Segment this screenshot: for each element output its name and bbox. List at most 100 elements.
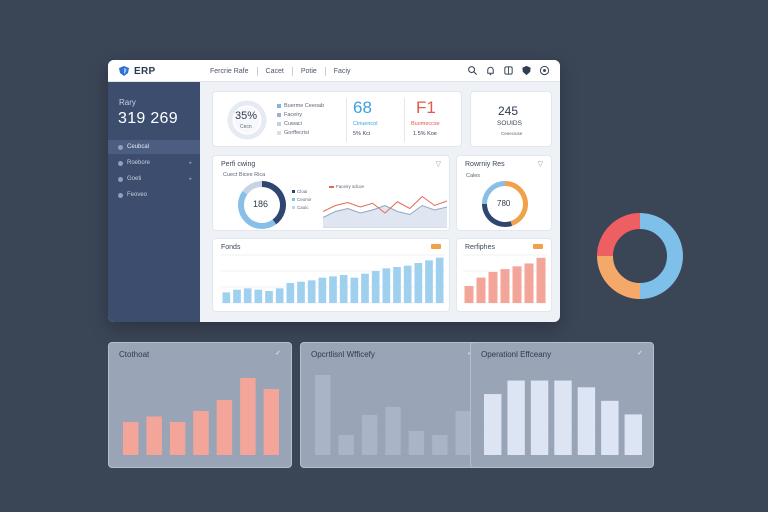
panel-bar	[577, 387, 596, 455]
bottom-panel-1: Ctothoat ✓	[108, 342, 292, 468]
legend-label: Cloai	[297, 188, 308, 194]
chevron-down-icon[interactable]: ✓	[275, 350, 281, 357]
stat-label-2: Buomeccse	[411, 121, 440, 127]
funnel-card: Rowrniy Res ▽ Cales 780	[456, 155, 552, 231]
nav-item-2[interactable]: Cacet	[256, 67, 292, 76]
trend-bar	[339, 275, 348, 303]
line-series-gray	[323, 204, 447, 218]
legend-swatch	[277, 130, 281, 135]
trends-card: Fonds	[212, 238, 450, 312]
sidebar-item-3[interactable]: Goeti ▸	[108, 172, 200, 186]
nav-item-1[interactable]: Fercrie Rafe	[210, 68, 249, 75]
nav-item-4[interactable]: Faciy	[324, 67, 359, 76]
nav-item-3[interactable]: Potie	[291, 67, 325, 76]
logo[interactable]: ERP	[118, 65, 155, 77]
sidebar-item-2[interactable]: Roebore ▸	[108, 156, 200, 170]
donut-legend: Cloai Ceomir Caoic	[292, 187, 312, 211]
kpi-legend: Buerme Ceeoab Faceiry Cuwaci Gorffecrisi	[277, 101, 324, 137]
panel-bar	[530, 380, 549, 455]
panel-bar	[408, 431, 425, 455]
sidebar-item-1[interactable]: Ceubcal	[108, 140, 200, 154]
line-legend: Faceiry sdcoe	[329, 184, 364, 189]
line-series-red	[323, 195, 447, 214]
search-icon[interactable]	[467, 65, 478, 76]
funnel-donut	[482, 181, 528, 227]
legend-label: Faceiry sdcoe	[336, 184, 365, 189]
card-title: Fonds	[221, 244, 241, 251]
pipeline-bar	[500, 269, 510, 303]
legend-item: Gorffecrisi	[277, 128, 324, 137]
caret-icon: ▸	[189, 160, 192, 166]
bottom-panel-3: Operationl Effceany ✓	[470, 342, 654, 468]
bookmark-icon[interactable]	[503, 65, 514, 76]
sidebar-total: 319 269	[118, 110, 178, 127]
pipeline-bar	[524, 263, 534, 303]
card-title: Perfi cwing	[221, 161, 256, 168]
bell-icon[interactable]	[485, 65, 496, 76]
dot-icon	[118, 160, 123, 166]
settings-icon[interactable]	[539, 65, 550, 76]
panel-bar	[240, 378, 256, 455]
legend-item: Faceiry	[277, 110, 324, 119]
dot-icon	[118, 176, 123, 182]
pipeline-bar	[476, 277, 486, 303]
legend-swatch	[329, 185, 334, 188]
shield-icon[interactable]	[521, 65, 532, 76]
panel-bar	[123, 422, 139, 455]
legend-label: Caoic	[297, 204, 309, 210]
legend-swatch	[277, 121, 281, 126]
donut-segment	[242, 181, 263, 195]
donut-segment	[639, 213, 683, 299]
dot-icon	[118, 192, 123, 198]
donut-segment	[482, 181, 506, 205]
legend-label: Buerme Ceeoab	[284, 102, 325, 109]
trend-bar	[361, 273, 369, 303]
dot-icon	[118, 144, 123, 150]
trend-bar	[435, 257, 444, 303]
trend-bar	[393, 267, 401, 303]
sidebar-item-4[interactable]: Feoveo	[108, 188, 200, 202]
legend-swatch	[277, 112, 281, 117]
stat-value-3: 245	[498, 104, 519, 118]
divider	[404, 98, 405, 142]
pipeline-bar	[464, 286, 474, 303]
legend-swatch	[292, 205, 295, 209]
top-bar: ERP Fercrie Rafe Cacet Potie Faciy	[108, 60, 560, 82]
sidebar-item-label: Roebore	[127, 160, 151, 166]
panel-bar	[216, 400, 233, 455]
chevron-down-icon[interactable]: ▽	[435, 161, 441, 168]
legend-item: Cuwaci	[277, 119, 324, 128]
panel-bar	[263, 389, 279, 455]
trend-bar	[371, 271, 380, 303]
pipeline-bar	[512, 266, 522, 303]
donut-segment	[482, 203, 513, 227]
top-icons	[467, 65, 550, 76]
donut-segment	[261, 181, 286, 225]
sidebar-item-label: Ceubcal	[127, 144, 150, 150]
gauge-chart	[227, 100, 267, 140]
gauge-value: 35%	[235, 110, 258, 122]
donut-segment	[504, 181, 528, 226]
panel-title: Operationl Effceany	[481, 350, 552, 359]
stat-value-1: 68	[353, 98, 372, 117]
performance-card: Perfi cwing ▽ Cuect Bicee Rica 186 Cloai…	[212, 155, 450, 231]
donut-value: 780	[497, 199, 511, 208]
legend-item: Caoic	[292, 203, 312, 211]
logo-text: ERP	[134, 65, 156, 77]
chevron-down-icon[interactable]: ✓	[637, 350, 643, 357]
card-title: Rowrniy Res	[465, 161, 505, 168]
sidebar-item-label: Goeti	[127, 176, 142, 182]
stat-sub-1: 5% Kci	[353, 131, 371, 137]
trend-bar	[329, 276, 337, 303]
trend-bar	[254, 289, 263, 303]
legend-swatch	[292, 197, 295, 201]
top-nav: Fercrie Rafe Cacet Potie Faciy	[202, 67, 359, 76]
panel-bar	[361, 415, 378, 455]
card-title: Rerfiphes	[465, 244, 495, 251]
gauge-sub: Cecn	[240, 124, 252, 130]
chevron-down-icon[interactable]: ▽	[537, 161, 543, 168]
panel-bar	[455, 411, 471, 455]
stat-card: 245 SOUIDS Ceeeciuse	[470, 91, 552, 147]
stat-sub-2: 1.5% Koe	[413, 131, 437, 137]
panel-bar-chart	[119, 366, 283, 456]
